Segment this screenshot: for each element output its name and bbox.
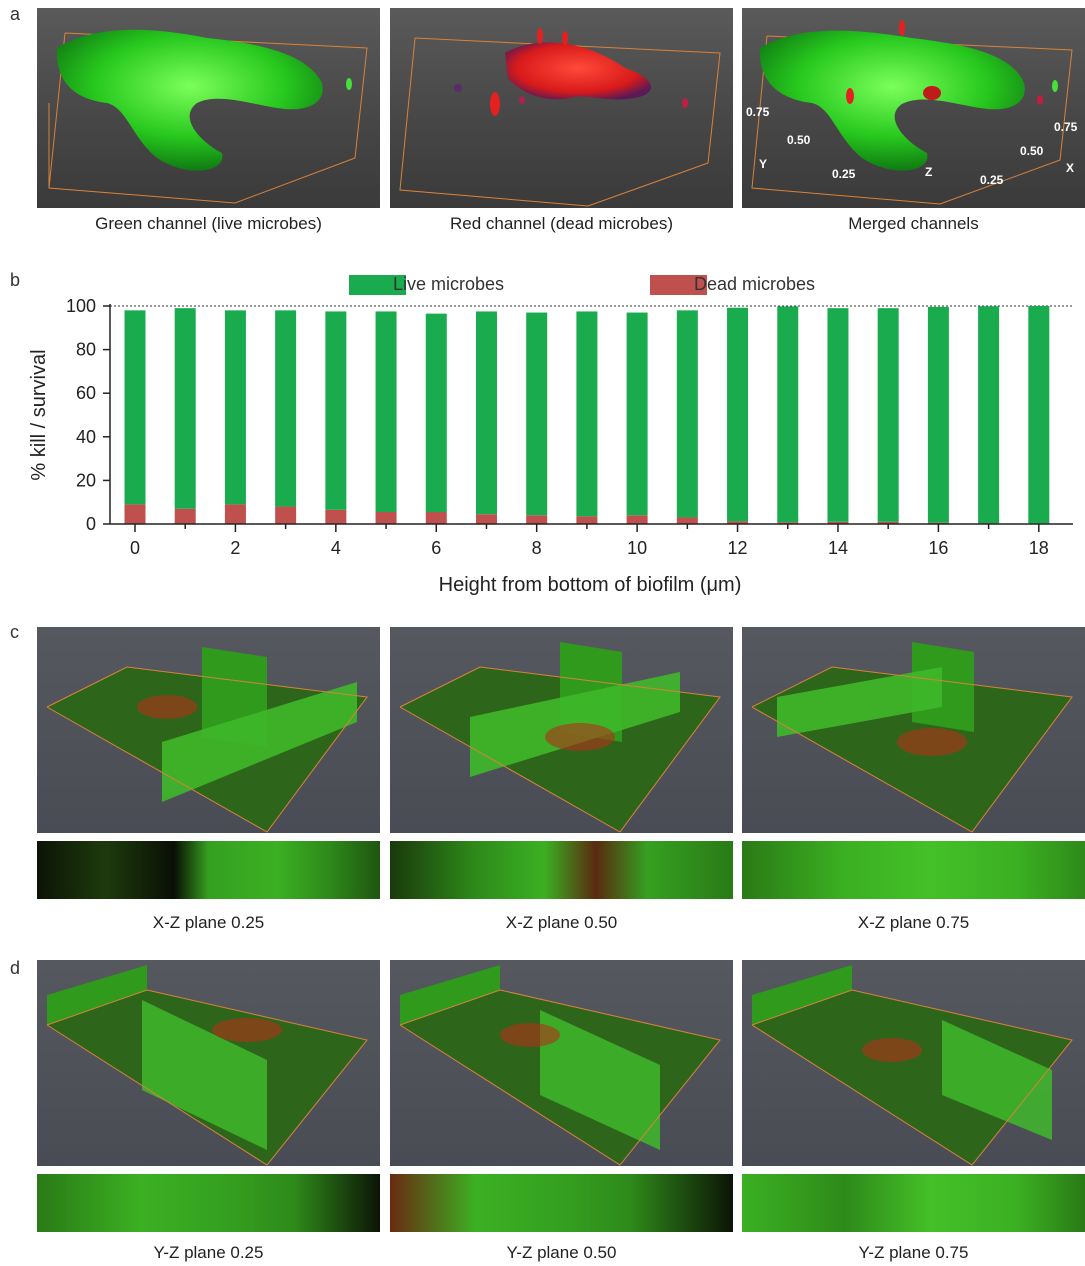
caption-red-channel: Red channel (dead microbes) (449, 214, 673, 233)
bar-live-8 (526, 312, 548, 516)
caption-yz-050: Y-Z plane 0.50 (506, 1243, 617, 1262)
y-tick-label: 40 (76, 427, 96, 447)
x-tick-label: 6 (431, 538, 441, 558)
caption-green-channel: Green channel (live microbes) (95, 214, 322, 233)
bar-dead-4 (325, 509, 347, 524)
panel-label-d: d (10, 958, 21, 978)
bar-live-2 (224, 310, 246, 505)
bar-live-6 (425, 313, 447, 513)
bar-dead-11 (676, 517, 698, 524)
merged-channels-render: 0.75 0.50 Y 0.25 Z 0.25 0.50 0.75 X (742, 8, 1085, 208)
x-tick-label: 0 (130, 538, 140, 558)
xz-plane-025-render (37, 627, 380, 833)
bar-dead-12 (727, 521, 749, 524)
y-axis-title: % kill / survival (28, 349, 50, 480)
y-tick-label: 100 (66, 296, 96, 316)
yz-plane-050-slice (390, 1174, 733, 1232)
x-tick-025: 0.25 (980, 173, 1004, 187)
panel-label-a: a (10, 4, 21, 24)
x-axis-letter: X (1066, 161, 1074, 175)
caption-yz-025: Y-Z plane 0.25 (153, 1243, 264, 1262)
bar-live-16 (927, 306, 949, 523)
bar-dead-2 (224, 504, 246, 524)
yz-plane-025-render (37, 960, 380, 1166)
bar-live-12 (727, 307, 749, 522)
xz-plane-075-render (742, 627, 1085, 833)
y-tick-025: 0.25 (832, 167, 856, 181)
x-tick-label: 2 (230, 538, 240, 558)
panel-label-c: c (10, 622, 19, 642)
bar-live-14 (827, 308, 849, 522)
yz-plane-075-slice (742, 1174, 1085, 1232)
caption-yz-075: Y-Z plane 0.75 (858, 1243, 969, 1262)
caption-xz-050: X-Z plane 0.50 (505, 913, 618, 932)
yz-plane-025-slice (37, 1174, 380, 1232)
yz-plane-075-render (742, 960, 1085, 1166)
xz-plane-025-slice (37, 841, 380, 899)
x-tick-050: 0.50 (1020, 144, 1044, 158)
y-tick-label: 60 (76, 383, 96, 403)
green-channel-render (37, 8, 380, 208)
x-tick-label: 16 (928, 538, 948, 558)
bar-dead-7 (475, 514, 497, 524)
x-tick-label: 8 (532, 538, 542, 558)
xz-plane-075-slice (742, 841, 1085, 899)
bar-live-10 (626, 312, 648, 516)
bar-live-3 (275, 310, 297, 507)
bar-live-4 (325, 311, 347, 510)
bar-live-11 (676, 310, 698, 518)
bar-dead-9 (576, 516, 598, 524)
bar-live-13 (777, 306, 799, 523)
bar-live-0 (124, 310, 146, 505)
yz-plane-050-render (390, 960, 733, 1166)
xz-plane-050-render (390, 627, 733, 833)
caption-xz-025: X-Z plane 0.25 (152, 913, 265, 932)
caption-xz-075: X-Z plane 0.75 (857, 913, 970, 932)
y-tick-050: 0.50 (787, 133, 811, 147)
y-tick-075: 0.75 (746, 105, 770, 119)
x-tick-label: 12 (728, 538, 748, 558)
legend-swatch-dead (650, 275, 707, 295)
bar-live-7 (475, 311, 497, 515)
bar-dead-8 (526, 515, 548, 524)
legend-label-dead: Dead microbes (694, 274, 816, 294)
legend-swatch-live (349, 275, 406, 295)
bar-dead-3 (275, 506, 297, 524)
bar-dead-6 (425, 512, 447, 524)
z-axis-letter: Z (925, 165, 932, 179)
x-tick-label: 10 (627, 538, 647, 558)
bar-live-9 (576, 311, 598, 517)
caption-merged-channels: Merged channels (848, 214, 979, 233)
x-axis-title: Height from bottom of biofilm (μm) (439, 574, 742, 596)
legend-label-live: Live microbes (393, 274, 505, 294)
bar-dead-0 (124, 504, 146, 524)
x-tick-label: 18 (1029, 538, 1049, 558)
survival-bar-chart: 0 20 40 60 80 100 0 2 4 6 8 10 12 14 16 18 Height from b… (28, 296, 1073, 596)
y-tick-label: 20 (76, 470, 96, 490)
bar-dead-1 (174, 508, 196, 524)
xz-plane-050-slice (390, 841, 733, 899)
y-tick-label: 80 (76, 340, 96, 360)
panel-label-b: b (10, 270, 21, 290)
x-tick-075: 0.75 (1054, 120, 1078, 134)
x-tick-label: 4 (331, 538, 341, 558)
bar-dead-14 (827, 521, 849, 524)
bar-live-17 (978, 306, 1000, 524)
bar-dead-13 (777, 522, 799, 524)
bar-live-1 (174, 308, 196, 509)
y-axis-letter: Y (759, 157, 767, 171)
bar-live-5 (375, 311, 397, 513)
bar-live-15 (877, 308, 899, 522)
x-tick-label: 14 (828, 538, 848, 558)
bar-dead-5 (375, 512, 397, 524)
y-tick-label: 0 (86, 514, 96, 534)
red-channel-render (390, 8, 733, 208)
bar-dead-15 (877, 521, 899, 524)
bar-dead-10 (626, 515, 648, 524)
bar-live-18 (1028, 306, 1050, 524)
